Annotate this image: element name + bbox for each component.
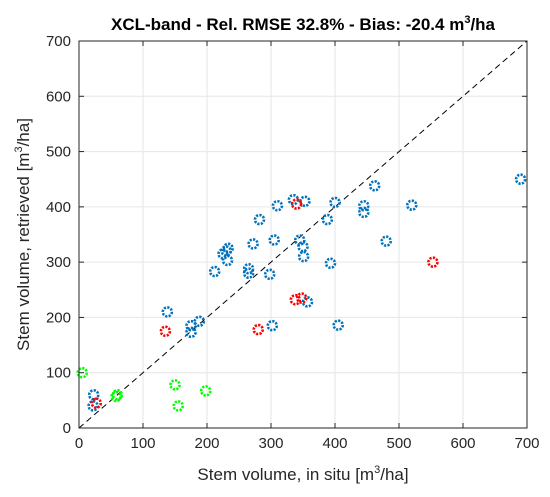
one-to-one-line: [78, 40, 528, 429]
data-point: [263, 268, 276, 281]
data-point: [90, 397, 103, 409]
data-point: [222, 242, 234, 255]
data-point: [289, 293, 302, 306]
data-point: [324, 257, 337, 270]
chart-title-sup: 3: [464, 14, 470, 26]
x-tick-label: 100: [130, 435, 155, 452]
y-tick-label: 400: [46, 199, 71, 216]
chart-title-suffix: /ha: [470, 15, 495, 34]
data-point: [252, 323, 265, 336]
series-1: [90, 198, 439, 409]
data-point: [208, 265, 221, 278]
data-point: [293, 234, 306, 246]
y-axis-label: Stem volume, retrieved [m3/ha]: [13, 118, 33, 351]
y-tick-label: 100: [46, 365, 71, 382]
data-point: [514, 173, 527, 186]
data-point: [159, 325, 172, 338]
x-tick-label: 700: [514, 435, 539, 452]
x-tick-label: 0: [75, 435, 83, 452]
data-point: [87, 389, 100, 401]
reference-line-group: [78, 40, 528, 429]
data-point: [185, 326, 197, 339]
x-tick-label: 400: [322, 435, 347, 452]
data-point: [405, 199, 418, 211]
chart-title-prefix: XCL-band - Rel. RMSE 32.8% - Bias: -20.4…: [111, 15, 464, 34]
data-point: [299, 195, 311, 208]
data-points: [76, 173, 527, 412]
x-tick-label: 300: [258, 435, 283, 452]
data-point: [321, 213, 334, 226]
data-point: [329, 196, 341, 209]
data-point: [193, 315, 206, 328]
data-point: [368, 180, 381, 192]
y-axis-label-prefix: Stem volume, retrieved [m: [14, 153, 33, 351]
data-point: [161, 306, 174, 318]
x-axis-label-prefix: Stem volume, in situ [m: [197, 465, 374, 484]
data-point: [76, 366, 88, 379]
y-tick-label: 200: [46, 309, 71, 326]
data-point: [295, 292, 308, 304]
data-point: [172, 400, 184, 412]
series-2: [76, 366, 212, 412]
plot-frame: [78, 40, 528, 429]
x-tick-label: 600: [450, 435, 475, 452]
chart-title: XCL-band - Rel. RMSE 32.8% - Bias: -20.4…: [111, 14, 496, 34]
y-axis-label-suffix: /ha]: [14, 118, 33, 146]
y-tick-labels: 0 100 200 300 400 500 600 700: [46, 33, 71, 437]
y-tick-label: 0: [63, 420, 71, 437]
data-point: [253, 213, 266, 226]
data-point: [290, 198, 303, 210]
x-tick-labels: 0 100 200 300 400 500 600 700: [75, 435, 540, 452]
x-axis-label-sup: 3: [374, 464, 380, 476]
data-point: [185, 319, 197, 332]
data-point: [332, 319, 345, 331]
data-point: [199, 385, 212, 397]
data-point: [268, 234, 281, 246]
y-tick-label: 600: [46, 88, 71, 105]
data-point: [221, 254, 234, 267]
data-point: [111, 389, 124, 401]
x-tick-label: 500: [386, 435, 411, 452]
data-point: [242, 267, 255, 280]
data-point: [87, 400, 99, 412]
data-point: [266, 319, 279, 332]
data-point: [357, 206, 370, 219]
series-0: [87, 173, 527, 412]
data-point: [271, 199, 284, 212]
x-tick-label: 200: [194, 435, 219, 452]
y-tick-label: 700: [46, 33, 71, 50]
data-point: [297, 240, 309, 253]
data-point: [220, 245, 232, 257]
y-axis-label-sup: 3: [13, 146, 25, 152]
data-point: [380, 235, 393, 247]
x-axis-label: Stem volume, in situ [m3/ha]: [197, 464, 408, 484]
data-point: [357, 199, 370, 212]
y-tick-label: 300: [46, 254, 71, 271]
data-point: [242, 262, 255, 275]
data-point: [301, 296, 314, 308]
x-axis-label-suffix: /ha]: [380, 465, 408, 484]
data-point: [169, 379, 181, 391]
data-point: [427, 256, 439, 268]
y-tick-label: 500: [46, 144, 71, 161]
data-point: [247, 238, 259, 250]
data-point: [297, 250, 310, 263]
